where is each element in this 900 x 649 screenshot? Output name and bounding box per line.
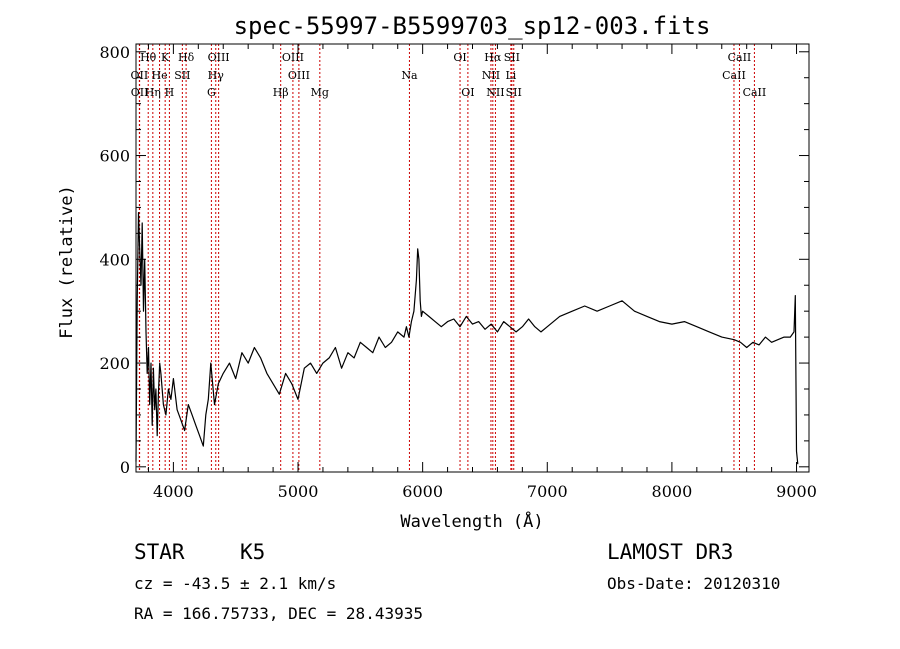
emission-line-label: OIII xyxy=(208,51,230,64)
x-tick-label: 7000 xyxy=(527,482,568,501)
y-axis: 0 200 400 600 800 xyxy=(99,43,809,477)
x-tick-label: 9000 xyxy=(776,482,817,501)
emission-line-label: OIII xyxy=(288,69,310,82)
emission-line-label: Mg xyxy=(311,86,329,99)
x-tick-label: 8000 xyxy=(652,482,693,501)
emission-line-label: H xyxy=(165,86,175,99)
y-tick-label: 800 xyxy=(99,43,130,62)
spectrum-series xyxy=(135,212,799,465)
emission-line-label: K xyxy=(161,51,170,64)
emission-line-label: OI xyxy=(461,86,474,99)
coordinates-text: RA = 166.75733, DEC = 28.43935 xyxy=(134,604,423,623)
emission-line-label: SII xyxy=(504,51,520,64)
emission-line-label: SII xyxy=(174,69,190,82)
emission-line-label: Li xyxy=(505,69,516,82)
y-tick-label: 400 xyxy=(99,250,130,269)
chart-title: spec-55997-B5599703_sp12-003.fits xyxy=(234,12,711,40)
emission-line-label: SII xyxy=(506,86,522,99)
emission-line-label: Na xyxy=(401,69,418,82)
emission-line-label: NII xyxy=(486,86,504,99)
emission-line-label: OII xyxy=(131,86,149,99)
emission-line-label: G xyxy=(207,86,216,99)
emission-line-label: Hγ xyxy=(208,69,225,82)
emission-line-label: He xyxy=(152,69,168,82)
x-tick-label: 4000 xyxy=(153,482,194,501)
x-axis-label: Wavelength (Å) xyxy=(400,510,543,532)
emission-line-label: Hδ xyxy=(178,51,195,64)
emission-line-label: Hθ xyxy=(140,51,157,64)
x-tick-label: 5000 xyxy=(278,482,319,501)
emission-line-label: NII xyxy=(482,69,500,82)
emission-line-label: CaII xyxy=(722,69,746,82)
emission-line-markers xyxy=(138,44,755,472)
x-axis: 4000 5000 6000 7000 8000 9000 xyxy=(147,44,817,501)
object-class: STAR xyxy=(134,540,185,564)
emission-line-label: Hβ xyxy=(273,86,289,99)
emission-line-label: OII xyxy=(131,69,149,82)
y-tick-label: 0 xyxy=(120,458,130,477)
object-subclass: K5 xyxy=(240,540,266,564)
plot-frame xyxy=(135,43,810,473)
y-tick-label: 200 xyxy=(99,354,130,373)
y-tick-label: 600 xyxy=(99,147,130,166)
emission-line-label: OI xyxy=(453,51,466,64)
redshift-text: cz = -43.5 ± 2.1 km/s xyxy=(134,574,337,593)
spectrum-line xyxy=(135,212,799,465)
x-tick-label: 6000 xyxy=(402,482,443,501)
spectrum-chart: spec-55997-B5599703_sp12-003.fits Hθ OII O… xyxy=(57,12,817,532)
emission-line-label: CaII xyxy=(728,51,752,64)
y-axis-label: Flux (relative) xyxy=(57,185,77,339)
emission-line-label: Hη xyxy=(145,86,161,99)
emission-line-label: CaII xyxy=(743,86,767,99)
emission-line-label: OIII xyxy=(282,51,304,64)
emission-line-label: Hα xyxy=(484,51,502,64)
obs-date: Obs-Date: 20120310 xyxy=(607,574,781,593)
survey-name: LAMOST DR3 xyxy=(607,540,734,564)
